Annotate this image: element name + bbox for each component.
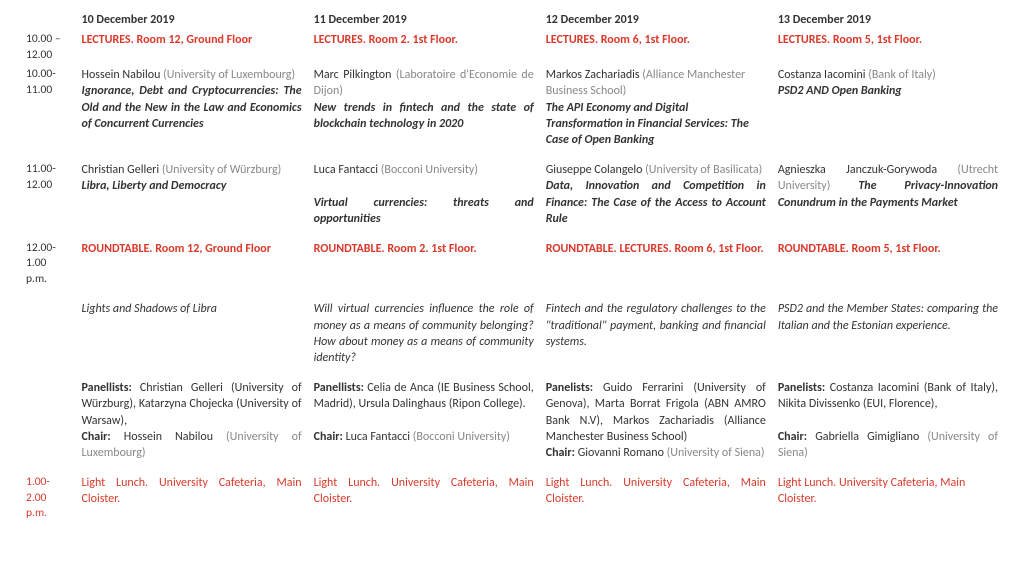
speaker-aff: (University of Basilicata) xyxy=(645,163,762,177)
speaker-aff: (University of Luxembourg) xyxy=(163,68,295,82)
rtt-0: Lights and Shadows of Libra xyxy=(76,299,308,368)
panel-label: Panellists: xyxy=(314,381,364,395)
rt-3: ROUNDTABLE. Room 5, 1st Floor. xyxy=(772,239,1004,290)
date-1: 11 December 2019 xyxy=(308,10,540,30)
speaker-name: Costanza Iacomini xyxy=(778,68,866,82)
chair-label: Chair: xyxy=(546,446,575,460)
talk-title: Ignorance, Debt and Cryptocurrencies: Th… xyxy=(82,84,302,130)
chair-name: Hossein Nabilou xyxy=(124,430,213,444)
rtt-1: Will virtual currencies influence the ro… xyxy=(308,299,540,368)
speaker-name: Marc Pilkington xyxy=(314,68,392,82)
chair-label: Chair: xyxy=(314,430,343,444)
speaker-name: Agnieszka Janczuk-Gorywoda xyxy=(778,163,937,177)
talk-title: New trends in fintech and the state of b… xyxy=(314,101,534,131)
chair-label: Chair: xyxy=(778,430,807,444)
lect-1: LECTURES. Room 2. 1st Floor. xyxy=(308,30,540,65)
s11-1: Luca Fantacci (Bocconi University) Virtu… xyxy=(308,160,540,229)
lunch-3: Light Lunch. University Cafeteria, Main … xyxy=(772,473,1004,524)
talk-title: PSD2 AND Open Banking xyxy=(778,84,902,98)
time-r1: 10.00 – 12.00 xyxy=(20,30,76,65)
rt-2: ROUNDTABLE. LECTURES. Room 6, 1st Floor. xyxy=(540,239,772,290)
rt-0: ROUNDTABLE. Room 12, Ground Floor xyxy=(76,239,308,290)
rtt-2: Fintech and the regulatory challenges to… xyxy=(540,299,772,368)
lunch-row: 1.00-2.00 p.m. Light Lunch. University C… xyxy=(20,473,1004,524)
lect-0: LECTURES. Room 12, Ground Floor xyxy=(76,30,308,65)
slot-11-12-row: 11.00-12.00 Christian Gelleri (Universit… xyxy=(20,160,1004,229)
dates-row: 10 December 2019 11 December 2019 12 Dec… xyxy=(20,10,1004,30)
time-r2: 10.00-11.00 xyxy=(20,65,76,150)
speaker-aff: (Bank of Italy) xyxy=(868,68,936,82)
talk-title: Libra, Liberty and Democracy xyxy=(82,179,227,193)
panel-1: Panellists: Celia de Anca (IE Business S… xyxy=(308,378,540,463)
s11-0: Christian Gelleri (University of Würzbur… xyxy=(76,160,308,229)
talk-title: Data, Innovation and Competition in Fina… xyxy=(546,179,766,225)
roundtable-header-row: 12.00-1.00 p.m. ROUNDTABLE. Room 12, Gro… xyxy=(20,239,1004,290)
rt-1: ROUNDTABLE. Room 2. 1st Floor. xyxy=(308,239,540,290)
panel-label: Panellists: xyxy=(82,381,132,395)
speaker-name: Giuseppe Colangelo xyxy=(546,163,643,177)
schedule-table: 10 December 2019 11 December 2019 12 Dec… xyxy=(20,10,1004,524)
s11-2: Giuseppe Colangelo (University of Basili… xyxy=(540,160,772,229)
rtt-3: PSD2 and the Member States: comparing th… xyxy=(772,299,1004,368)
chair-name: Gabriella Gimigliano xyxy=(815,430,919,444)
talk-title: The API Economy and Digital Transformati… xyxy=(546,101,749,147)
s10-3: Costanza Iacomini (Bank of Italy) PSD2 A… xyxy=(772,65,1004,150)
roundtable-topic-row: Lights and Shadows of Libra Will virtual… xyxy=(20,299,1004,368)
lectures-header-row: 10.00 – 12.00 LECTURES. Room 12, Ground … xyxy=(20,30,1004,65)
slot-10-11-row: 10.00-11.00 Hossein Nabilou (University … xyxy=(20,65,1004,150)
speaker-aff: (Bocconi University) xyxy=(381,163,478,177)
s10-0: Hossein Nabilou (University of Luxembour… xyxy=(76,65,308,150)
speaker-aff: (University of Würzburg) xyxy=(162,163,281,177)
panel-0: Panellists: Christian Gelleri (Universit… xyxy=(76,378,308,463)
chair-aff: (University of Siena) xyxy=(667,446,765,460)
chair-name: Luca Fantacci xyxy=(346,430,410,444)
date-2: 12 December 2019 xyxy=(540,10,772,30)
lunch-2: Light Lunch. University Cafeteria, Main … xyxy=(540,473,772,524)
time-r3: 11.00-12.00 xyxy=(20,160,76,229)
panel-row: Panellists: Christian Gelleri (Universit… xyxy=(20,378,1004,463)
chair-name: Giovanni Romano xyxy=(578,446,664,460)
talk-title: Virtual currencies: threats and opportun… xyxy=(314,196,534,226)
speaker-name: Markos Zachariadis xyxy=(546,68,640,82)
panel-3: Panelists: Costanza Iacomini (Bank of It… xyxy=(772,378,1004,463)
s10-1: Marc Pilkington (Laboratoire d'Economie … xyxy=(308,65,540,150)
speaker-name: Hossein Nabilou xyxy=(82,68,161,82)
lunch-1: Light Lunch. University Cafeteria, Main … xyxy=(308,473,540,524)
speaker-name: Christian Gelleri xyxy=(82,163,160,177)
date-3: 13 December 2019 xyxy=(772,10,1004,30)
panel-2: Panelists: Guido Ferrarini (University o… xyxy=(540,378,772,463)
lect-2: LECTURES. Room 6, 1st Floor. xyxy=(540,30,772,65)
chair-aff: (Bocconi University) xyxy=(413,430,510,444)
date-0: 10 December 2019 xyxy=(76,10,308,30)
speaker-name: Luca Fantacci xyxy=(314,163,378,177)
panel-label: Panelists: xyxy=(778,381,825,395)
panel-label: Panelists: xyxy=(546,381,593,395)
time-r7: 1.00-2.00 p.m. xyxy=(20,473,76,524)
chair-label: Chair: xyxy=(82,430,111,444)
s11-3: Agnieszka Janczuk-Gorywoda (Utrecht Univ… xyxy=(772,160,1004,229)
time-r4: 12.00-1.00 p.m. xyxy=(20,239,76,290)
lect-3: LECTURES. Room 5, 1st Floor. xyxy=(772,30,1004,65)
lunch-0: Light Lunch. University Cafeteria, Main … xyxy=(76,473,308,524)
s10-2: Markos Zachariadis (Alliance Manchester … xyxy=(540,65,772,150)
